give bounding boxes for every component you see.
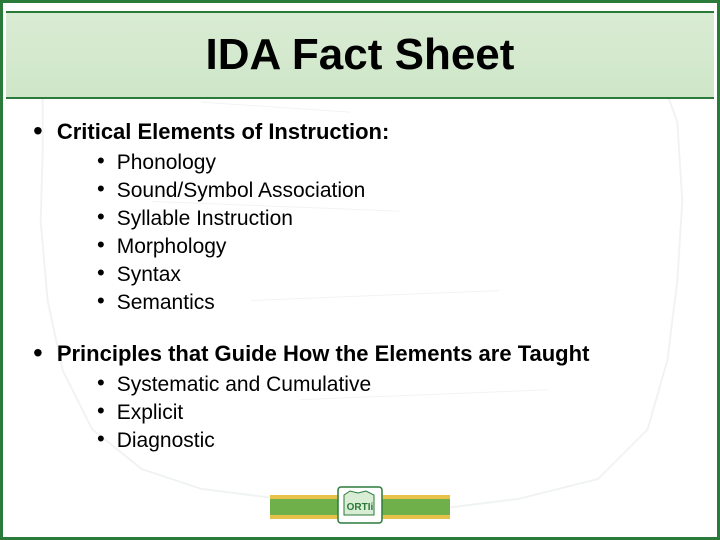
bullet-icon: •	[97, 262, 105, 284]
list-item: • Morphology	[97, 234, 687, 260]
title-band: IDA Fact Sheet	[6, 11, 714, 99]
slide-title: IDA Fact Sheet	[206, 30, 515, 80]
list-item: • Semantics	[97, 290, 687, 316]
bullet-icon: •	[97, 372, 105, 394]
slide-body: • Critical Elements of Instruction: • Pho…	[33, 118, 687, 478]
item-text: Phonology	[117, 150, 216, 176]
section-principles: • Principles that Guide How the Elements…	[33, 340, 687, 454]
item-text: Sound/Symbol Association	[117, 178, 366, 204]
list-item: • Syntax	[97, 262, 687, 288]
list-item: • Phonology	[97, 150, 687, 176]
list-item: • Explicit	[97, 400, 687, 426]
bullet-icon: •	[97, 206, 105, 228]
list-item: • Diagnostic	[97, 428, 687, 454]
bullet-icon: •	[97, 428, 105, 450]
list-item: • Sound/Symbol Association	[97, 178, 687, 204]
item-text: Syntax	[117, 262, 181, 288]
slide: IDA Fact Sheet • Critical Elements of In…	[0, 0, 720, 540]
item-text: Explicit	[117, 400, 184, 426]
item-text: Diagnostic	[117, 428, 215, 454]
bullet-level1: • Critical Elements of Instruction:	[33, 118, 687, 146]
bullet-icon: •	[97, 290, 105, 312]
logo-text: ORTIi	[347, 502, 374, 513]
item-text: Syllable Instruction	[117, 206, 293, 232]
list-item: • Systematic and Cumulative	[97, 372, 687, 398]
section-critical-elements: • Critical Elements of Instruction: • Pho…	[33, 118, 687, 316]
section-heading: Critical Elements of Instruction:	[57, 118, 390, 146]
list-item: • Syllable Instruction	[97, 206, 687, 232]
bullet-icon: •	[33, 118, 43, 144]
bullet-icon: •	[97, 150, 105, 172]
bullet-icon: •	[97, 400, 105, 422]
item-text: Morphology	[117, 234, 227, 260]
bullet-icon: •	[33, 340, 43, 366]
item-text: Semantics	[117, 290, 215, 316]
ortii-logo: ORTIi	[270, 485, 450, 529]
bullet-icon: •	[97, 234, 105, 256]
sublist: • Phonology • Sound/Symbol Association • Sy…	[97, 150, 687, 316]
sublist: • Systematic and Cumulative • Explicit • Di…	[97, 372, 687, 454]
item-text: Systematic and Cumulative	[117, 372, 371, 398]
section-heading: Principles that Guide How the Elements a…	[57, 340, 590, 368]
bullet-level1: • Principles that Guide How the Elements…	[33, 340, 687, 368]
bullet-icon: •	[97, 178, 105, 200]
